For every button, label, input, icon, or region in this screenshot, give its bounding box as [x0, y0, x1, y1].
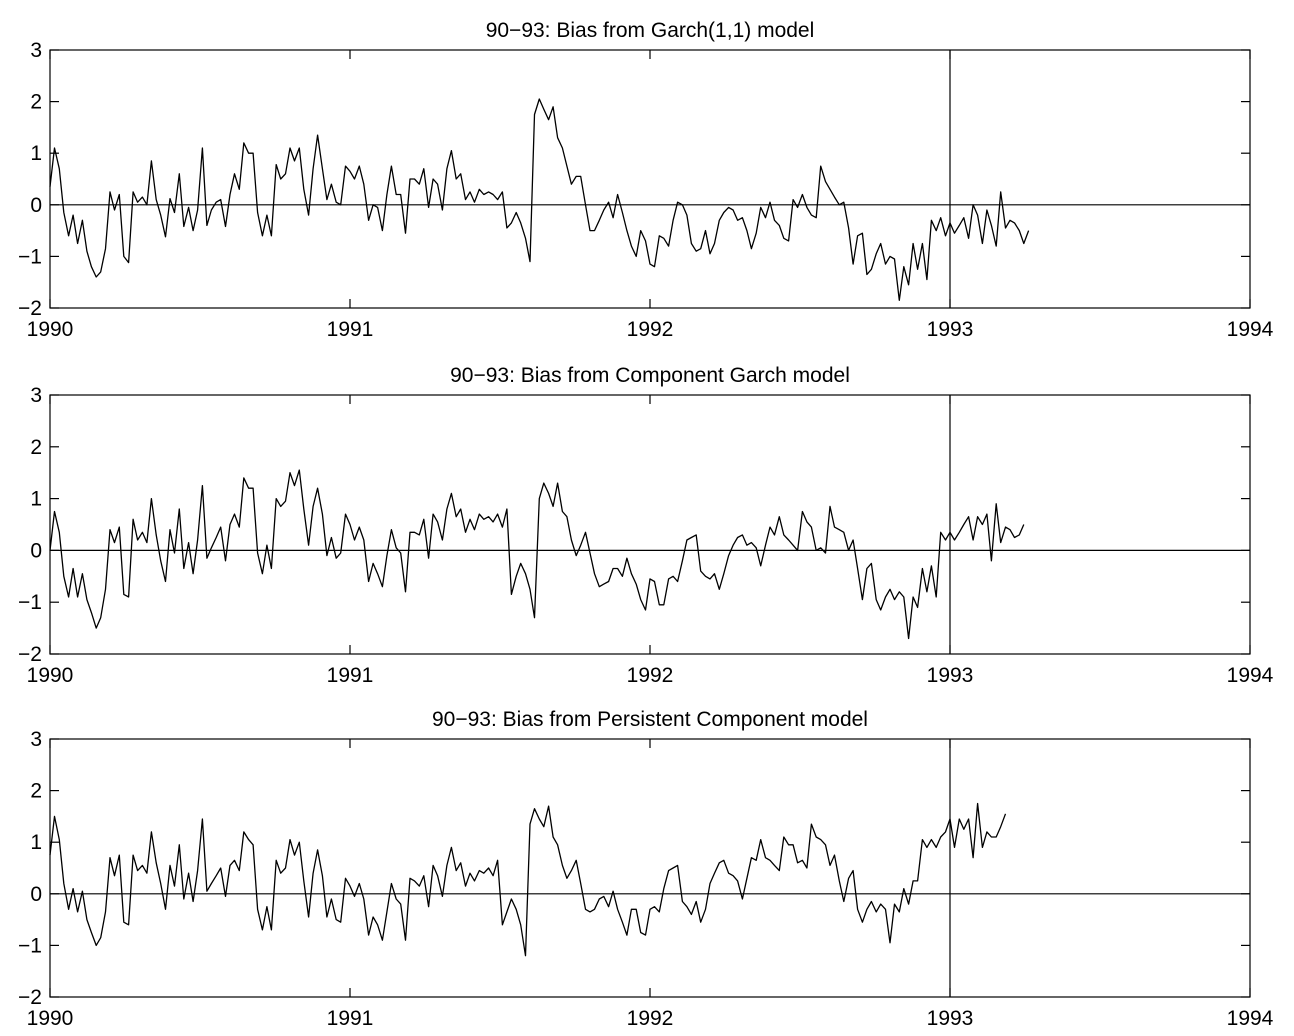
x-tick-label: 1993	[927, 1007, 974, 1030]
series-line-1	[49, 98, 1030, 301]
y-tick-label: 2	[30, 436, 42, 459]
y-tick-label: 0	[30, 194, 42, 217]
series-line-1	[49, 802, 1007, 957]
x-tick-label: 1994	[1227, 664, 1274, 687]
chart-panel-2: 90−93: Bias from Component Garch model −2…	[18, 364, 1274, 687]
y-tick-label: −2	[18, 643, 42, 666]
x-tick-label: 1994	[1227, 1007, 1274, 1030]
chart-title: 90−93: Bias from Component Garch model	[450, 364, 850, 387]
series-line-1	[49, 469, 1025, 640]
chart-title: 90−93: Bias from Persistent Component mo…	[432, 708, 868, 731]
x-tick-label: 1994	[1227, 318, 1274, 341]
x-tick-label: 1993	[927, 318, 974, 341]
y-tick-label: 2	[30, 780, 42, 803]
x-tick-label: 1990	[27, 664, 74, 687]
chart-title: 90−93: Bias from Garch(1,1) model	[486, 19, 815, 42]
x-tick-label: 1990	[27, 318, 74, 341]
y-tick-label: −2	[18, 297, 42, 320]
x-tick-label: 1992	[627, 318, 674, 341]
y-tick-label: 3	[30, 384, 42, 407]
y-tick-label: 1	[30, 142, 42, 165]
x-tick-label: 1991	[327, 1007, 374, 1030]
x-tick-label: 1992	[627, 1007, 674, 1030]
chart-panel-3: 90−93: Bias from Persistent Component mo…	[18, 708, 1274, 1030]
y-tick-label: 2	[30, 91, 42, 114]
x-tick-label: 1990	[27, 1007, 74, 1030]
x-tick-label: 1991	[327, 318, 374, 341]
chart-panel-1: 90−93: Bias from Garch(1,1) model −2 −1 0 1 2…	[18, 19, 1274, 341]
y-tick-label: 1	[30, 488, 42, 511]
y-tick-label: 0	[30, 539, 42, 562]
y-tick-label: −2	[18, 986, 42, 1009]
y-tick-label: 3	[30, 728, 42, 751]
plot-frame	[49, 49, 1251, 309]
y-tick-label: −1	[18, 591, 42, 614]
x-tick-label: 1991	[327, 664, 374, 687]
y-tick-label: 1	[30, 831, 42, 854]
x-tick-label: 1992	[627, 664, 674, 687]
y-tick-label: 0	[30, 883, 42, 906]
y-tick-label: −1	[18, 245, 42, 268]
y-tick-label: 3	[30, 39, 42, 62]
y-tick-label: −1	[18, 934, 42, 957]
x-tick-label: 1993	[927, 664, 974, 687]
